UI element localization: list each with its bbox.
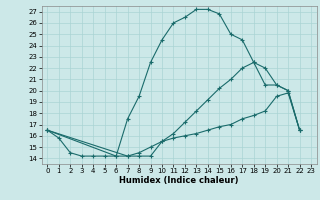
X-axis label: Humidex (Indice chaleur): Humidex (Indice chaleur) <box>119 176 239 185</box>
